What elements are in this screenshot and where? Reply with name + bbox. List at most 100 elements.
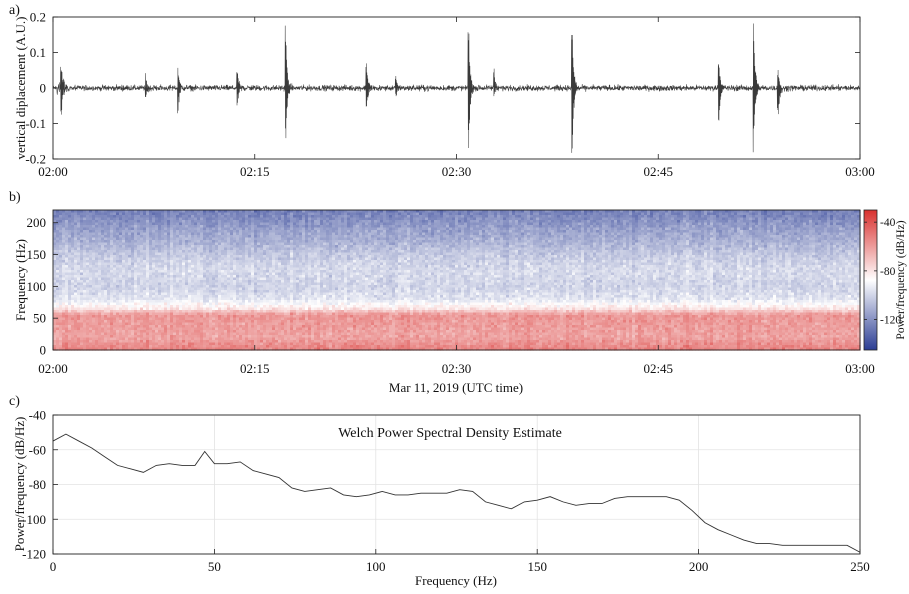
spectrogram-cell <box>245 252 249 256</box>
spectrogram-cell <box>560 222 564 226</box>
spectrogram-cell <box>851 215 855 219</box>
spectrogram-cell <box>452 235 456 239</box>
spectrogram-cell <box>749 232 753 236</box>
spectrogram-cell <box>254 237 258 241</box>
spectrogram-cell <box>353 250 357 254</box>
spectrogram-cell <box>236 240 240 244</box>
spectrogram-cell <box>719 232 723 236</box>
spectrogram-cell <box>710 242 714 246</box>
spectrogram-cell <box>689 212 693 216</box>
spectrogram-cell <box>71 225 75 229</box>
spectrogram-cell <box>812 227 816 231</box>
spectrogram-cell <box>509 252 513 256</box>
spectrogram-cell <box>422 237 426 241</box>
spectrogram-cell <box>128 215 132 219</box>
spectrogram-cell <box>290 227 294 231</box>
spectrogram-cell <box>758 212 762 216</box>
spectrogram-cell <box>533 250 537 254</box>
spectrogram-cell <box>212 255 216 259</box>
spectrogram-cell <box>758 237 762 241</box>
spectrogram-cell <box>536 222 540 226</box>
spectrogram-cell <box>473 250 477 254</box>
spectrogram-cell <box>158 242 162 246</box>
spectrogram-cell <box>671 237 675 241</box>
spectrogram-cell <box>446 225 450 229</box>
spectrogram-cell <box>407 232 411 236</box>
spectrogram-cell <box>677 212 681 216</box>
spectrogram-cell <box>731 210 735 214</box>
spectrogram-cell <box>296 222 300 226</box>
spectrogram-cell <box>227 235 231 239</box>
spectrogram-cell <box>209 245 213 249</box>
spectrogram-cell <box>512 235 516 239</box>
spectrogram-cell <box>683 242 687 246</box>
spectrogram-cell <box>83 222 87 226</box>
spectrogram-cell <box>311 242 315 246</box>
spectrogram-cell <box>167 232 171 236</box>
spectrogram-cell <box>557 210 561 214</box>
spectrogram-cell <box>293 232 297 236</box>
spectrogram-cell <box>182 255 186 259</box>
spectrogram-cell <box>350 217 354 221</box>
spectrogram-cell <box>368 215 372 219</box>
spectrogram-cell <box>524 230 528 234</box>
spectrogram-cell <box>296 247 300 251</box>
spectrogram-cell <box>140 215 144 219</box>
spectrogram-cell <box>611 210 615 214</box>
spectrogram-cell <box>647 212 651 216</box>
spectrogram-cell <box>362 220 366 224</box>
spectrogram-cell <box>605 215 609 219</box>
spectrogram-cell <box>275 227 279 231</box>
spectrogram-cell <box>416 237 420 241</box>
spectrogram-cell <box>602 232 606 236</box>
spectrogram-cell <box>467 250 471 254</box>
spectrogram-cell <box>704 240 708 244</box>
spectrogram-cell <box>80 210 84 214</box>
spectrogram-cell <box>128 247 132 251</box>
spectrogram-cell <box>308 242 312 246</box>
spectrogram-cell <box>512 232 516 236</box>
spectrogram-cell <box>776 242 780 246</box>
spectrogram-cell <box>116 217 120 221</box>
spectrogram-cell <box>512 222 516 226</box>
spectrogram-cell <box>665 210 669 214</box>
spectrogram-cell <box>638 232 642 236</box>
spectrogram-cell <box>158 237 162 241</box>
spectrogram-cell <box>698 232 702 236</box>
spectrogram-cell <box>779 220 783 224</box>
spectrogram-cell <box>338 237 342 241</box>
spectrogram-cell <box>380 230 384 234</box>
spectrogram-cell <box>770 215 774 219</box>
spectrogram-cell <box>464 235 468 239</box>
spectrogram-cell <box>767 232 771 236</box>
spectrogram-cell <box>179 227 183 231</box>
spectrogram-cell <box>386 212 390 216</box>
spectrogram-cell <box>482 240 486 244</box>
spectrogram-cell <box>317 235 321 239</box>
spectrogram-cell <box>434 212 438 216</box>
spectrogram-cell <box>752 220 756 224</box>
spectrogram-cell <box>761 222 765 226</box>
spectrogram-cell <box>308 210 312 214</box>
spectrogram-cell <box>734 222 738 226</box>
spectrogram-cell <box>656 237 660 241</box>
spectrogram-cell <box>320 217 324 221</box>
spectrogram-cell <box>593 237 597 241</box>
spectrogram-cell <box>716 212 720 216</box>
spectrogram-cell <box>173 250 177 254</box>
spectrogram-cell <box>680 235 684 239</box>
spectrogram-cell <box>728 212 732 216</box>
spectrogram-cell <box>59 225 63 229</box>
spectrogram-cell <box>353 232 357 236</box>
spectrogram-cell <box>845 237 849 241</box>
spectrogram-cell <box>356 232 360 236</box>
spectrogram-cell <box>800 250 804 254</box>
spectrogram-cell <box>317 215 321 219</box>
spectrogram-cell <box>404 230 408 234</box>
spectrogram-cell <box>626 225 630 229</box>
spectrogram-cell <box>746 217 750 221</box>
spectrogram-cell <box>164 227 168 231</box>
spectrogram-cell <box>59 215 63 219</box>
spectrogram-cell <box>695 217 699 221</box>
spectrogram-cell <box>785 220 789 224</box>
